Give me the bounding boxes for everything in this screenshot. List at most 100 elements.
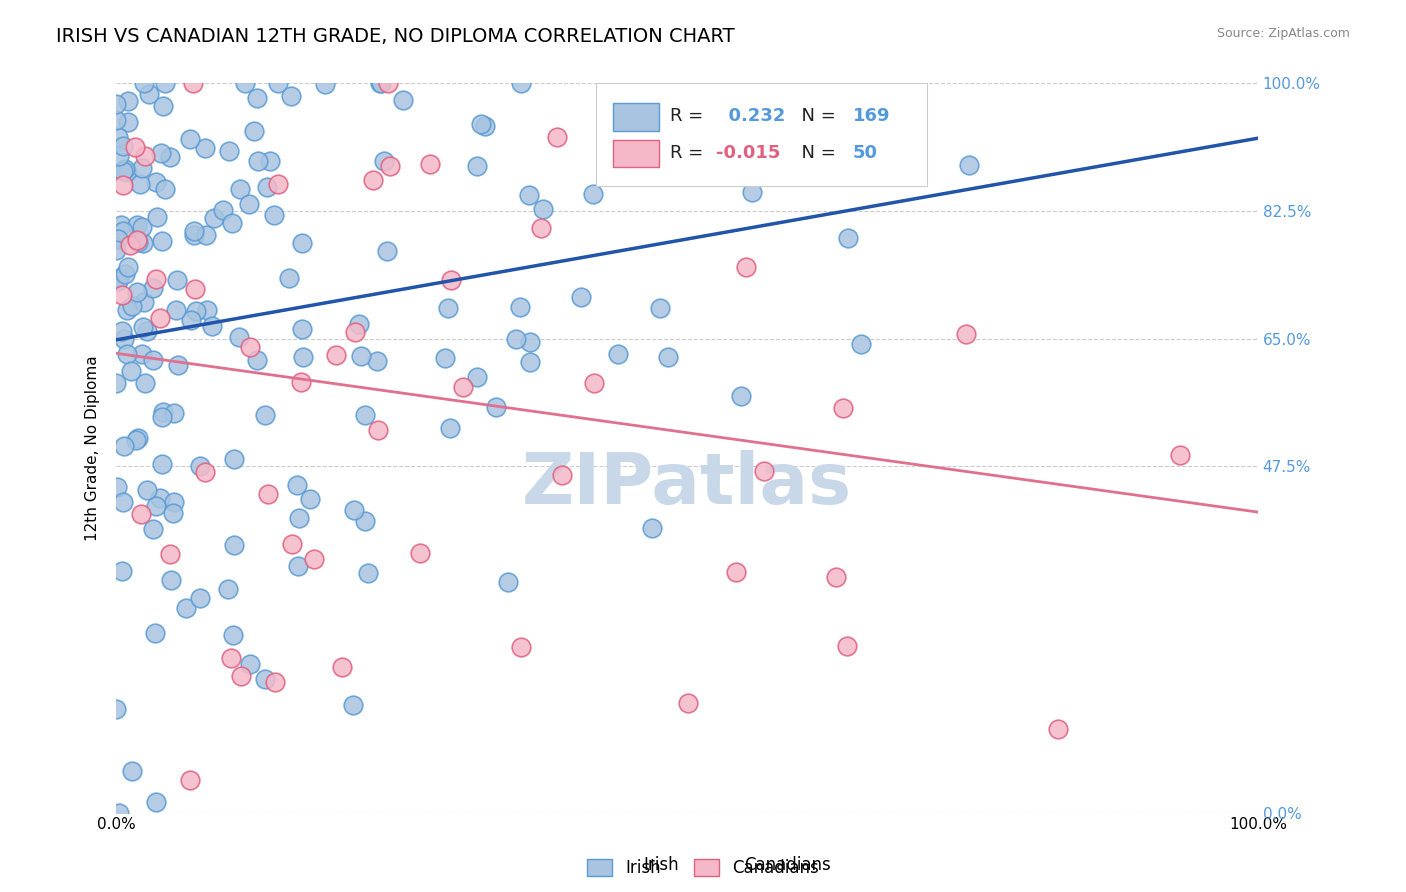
Canadians [724,565,747,579]
Irish [517,188,540,202]
Irish [657,351,679,365]
Irish [105,113,128,128]
Irish [145,210,167,224]
Irish [201,319,224,334]
Irish [354,408,377,422]
Irish [188,458,211,473]
Irish [228,330,250,344]
Irish [242,124,264,138]
Canadians [367,423,389,437]
Irish [238,197,260,211]
Canadians [955,327,977,342]
Irish [957,158,980,172]
Canadians [111,288,134,302]
Irish [621,77,644,91]
Irish [247,153,270,168]
Irish [437,301,460,316]
Irish [887,77,910,91]
Irish [155,181,177,195]
Canadians [583,376,606,391]
Irish [863,169,886,183]
Irish [730,389,752,403]
Irish [184,304,207,318]
Canadians [1046,722,1069,736]
Irish [149,145,172,160]
Irish [117,347,139,361]
Canadians [179,772,201,787]
Irish [465,160,488,174]
Irish [505,332,527,346]
Irish [142,352,165,367]
Canadians [111,178,134,192]
Canadians [129,507,152,521]
Irish [131,220,153,235]
Irish [152,98,174,112]
Canadians [184,282,207,296]
Irish [117,115,139,129]
Text: 50: 50 [852,144,877,161]
Canadians [1168,448,1191,462]
Irish [117,94,139,108]
Irish [837,231,859,245]
Canadians [343,326,366,340]
Irish [142,522,165,536]
Irish [531,202,554,216]
Irish [245,352,267,367]
FancyBboxPatch shape [613,139,658,168]
Irish [648,301,671,315]
Y-axis label: 12th Grade, No Diploma: 12th Grade, No Diploma [86,355,100,541]
Irish [125,285,148,300]
Irish [121,764,143,779]
Canadians [551,467,574,482]
Irish [519,355,541,369]
Text: 169: 169 [852,107,890,125]
Irish [132,319,155,334]
Irish [884,89,907,103]
Irish [484,400,506,414]
Irish [633,77,655,91]
Irish [165,302,187,317]
Canadians [754,463,776,477]
Legend: Irish, Canadians: Irish, Canadians [581,852,825,884]
Irish [707,77,730,91]
Canadians [120,238,142,252]
Irish [111,495,134,509]
Irish [439,420,461,434]
Irish [117,303,139,318]
Irish [163,406,186,420]
Irish [366,353,388,368]
Irish [111,564,134,578]
Irish [112,439,135,453]
Irish [222,628,245,642]
Irish [239,657,262,671]
Irish [228,181,250,195]
Canadians [238,340,260,354]
Canadians [149,311,172,326]
Irish [569,290,592,304]
Text: -0.015: -0.015 [716,144,780,161]
Canadians [181,77,204,91]
Irish [162,506,184,520]
Irish [143,625,166,640]
Irish [433,351,456,365]
Irish [125,433,148,447]
Irish [370,77,392,91]
Text: 0.232: 0.232 [716,107,785,125]
Irish [619,77,641,91]
Irish [150,234,173,248]
Canadians [124,139,146,153]
Irish [112,332,135,346]
Canadians [145,272,167,286]
Text: N =: N = [790,107,841,125]
Canadians [125,233,148,247]
Irish [470,117,492,131]
Irish [105,480,128,494]
Irish [159,150,181,164]
Irish [285,478,308,492]
Irish [224,538,246,552]
Canadians [231,669,253,683]
Irish [150,409,173,424]
Irish [498,574,520,589]
Irish [105,244,128,258]
Canadians [837,639,859,653]
